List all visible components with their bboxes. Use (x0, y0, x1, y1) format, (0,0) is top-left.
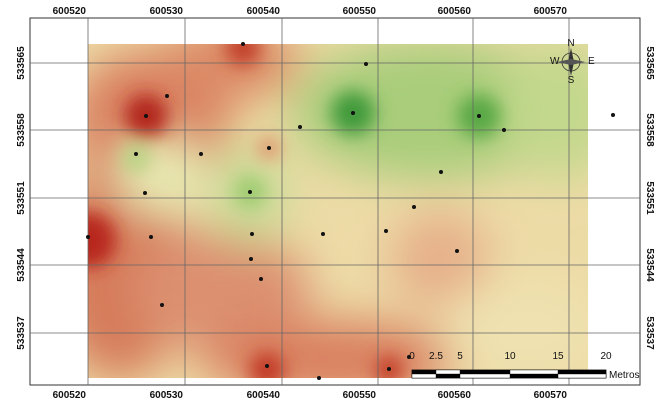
sample-point (241, 42, 245, 46)
sample-point (439, 170, 443, 174)
sample-point (298, 125, 302, 129)
sample-point (250, 232, 254, 236)
sample-point (387, 367, 391, 371)
y-label-left: 533551 (16, 181, 27, 215)
y-label-right: 533537 (644, 316, 655, 350)
y-label-right: 533558 (644, 113, 655, 147)
y-label-right: 533565 (644, 46, 655, 80)
sample-points (86, 42, 615, 380)
scale-label: 10 (504, 351, 516, 362)
x-label-top: 600540 (247, 6, 281, 17)
scale-segment (459, 373, 511, 379)
x-label-bottom: 600540 (247, 390, 281, 401)
scale-label: 15 (552, 351, 564, 362)
scale-segment (557, 373, 607, 379)
scale-bar: 0 2.5 5 10 15 20 Metros (409, 351, 639, 381)
x-label-top: 600520 (53, 6, 87, 17)
y-label-left: 533544 (16, 248, 27, 282)
x-label-bottom: 600570 (534, 390, 568, 401)
sample-point (267, 146, 271, 150)
x-label-bottom: 600560 (438, 390, 472, 401)
sample-point (265, 364, 269, 368)
scale-label: 2.5 (429, 351, 443, 362)
scale-segment (460, 370, 510, 374)
sample-point (321, 232, 325, 236)
y-label-right: 533551 (644, 181, 655, 215)
sample-point (611, 113, 615, 117)
sample-point (364, 62, 368, 66)
sample-point (248, 190, 252, 194)
scale-unit: Metros (609, 370, 640, 381)
x-label-top: 600530 (150, 6, 184, 17)
compass-s: S (568, 75, 575, 86)
x-label-top: 600560 (438, 6, 472, 17)
sample-point (407, 355, 411, 359)
y-label-left: 533558 (16, 113, 27, 147)
scale-label: 20 (600, 351, 612, 362)
scale-segment (412, 370, 436, 374)
sample-point (143, 191, 147, 195)
graticule (30, 18, 640, 385)
scale-segment (436, 374, 460, 378)
sample-point (455, 249, 459, 253)
sample-point (144, 114, 148, 118)
sample-point (160, 303, 164, 307)
raster (88, 44, 588, 378)
compass-w: W (550, 56, 560, 67)
coordinate-labels: 600520 600520 600530 600530 600540 600540 6005… (16, 6, 655, 401)
compass: N S E W (550, 38, 595, 86)
scale-segment (510, 374, 558, 378)
sample-point (351, 111, 355, 115)
sample-point (199, 152, 203, 156)
y-label-left: 533537 (16, 316, 27, 350)
sample-point (165, 94, 169, 98)
sample-point (384, 229, 388, 233)
scale-label: 5 (457, 351, 463, 362)
sample-point (477, 114, 481, 118)
sample-point (86, 235, 90, 239)
x-label-bottom: 600550 (343, 390, 377, 401)
sample-point (134, 152, 138, 156)
sample-point (412, 205, 416, 209)
sample-point (149, 235, 153, 239)
scale-segment (411, 373, 437, 379)
scale-label: 0 (409, 351, 415, 362)
x-label-top: 600570 (534, 6, 568, 17)
y-label-left: 533565 (16, 46, 27, 80)
compass-e: E (588, 56, 595, 67)
sample-point (317, 376, 321, 380)
scale-segment (435, 369, 461, 375)
x-label-top: 600550 (343, 6, 377, 17)
scale-segment (558, 370, 606, 374)
sample-point (502, 128, 506, 132)
compass-n: N (567, 38, 574, 49)
x-label-bottom: 600520 (53, 390, 87, 401)
scale-segment (509, 369, 559, 375)
sample-point (259, 277, 263, 281)
y-label-right: 533544 (644, 248, 655, 282)
sample-point (249, 257, 253, 261)
x-label-bottom: 600530 (150, 390, 184, 401)
